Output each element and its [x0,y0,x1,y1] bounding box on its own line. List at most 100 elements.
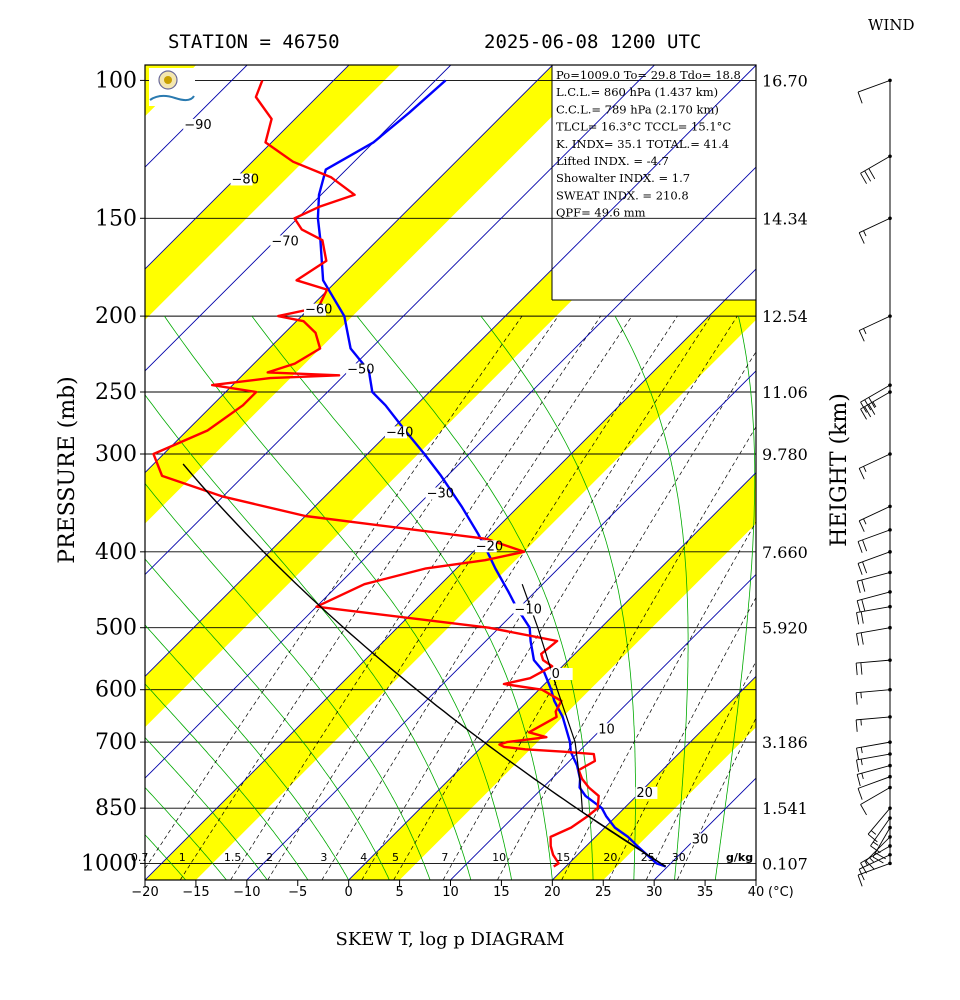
isotherm-bands [145,45,960,896]
pressure-tick-label: 850 [95,796,137,821]
mixing-ratio-label: 4 [360,851,367,864]
mixing-ratio-line [267,315,633,880]
wind-barb-half-feather [863,518,867,525]
index-line: SWEAT INDX. = 210.8 [556,188,689,202]
isotherm-line [145,65,146,66]
isotherm-label-background [474,540,497,553]
mixing-ratio-line [361,315,712,880]
height-tick-label: 14.34 [762,209,808,228]
pressure-tick-label: 1000 [81,851,137,876]
isotherm-label: 0 [552,667,560,682]
wind-barb-half-feather [861,773,864,780]
moist-adiabats [145,315,756,880]
index-line: Showalter INDX. = 1.7 [556,171,690,185]
index-line: K. INDX= 35.1 TOTAL.= 41.4 [556,137,729,151]
height-tick-label: 7.660 [762,543,808,562]
surface-dry-adiabat [182,463,667,868]
wind-profile [855,78,892,887]
wind-barb-feather [856,581,861,593]
wind-barb-feather [860,862,867,874]
height-tick-label: 11.06 [762,383,808,402]
wind-barb-feather [864,399,872,411]
logo-seal-center-icon [164,76,172,84]
wind-barb-staff [858,217,891,234]
wind-barb-staff [872,827,891,858]
isotherm-line [246,370,756,880]
isotherm-label: −60 [305,303,332,318]
wind-barb-feather [856,747,860,760]
wind-barb-half-feather [860,719,862,726]
wind-barb-feather [856,612,860,625]
height-tick-label: 3.186 [762,733,808,752]
wind-barb-feather [861,579,866,592]
wind-barb-feather [856,600,861,613]
isotherm-label: 20 [636,786,653,801]
pressure-tick-label: 100 [95,68,137,93]
wind-barb-half-feather [872,401,877,408]
temperature-band [145,65,604,524]
wind-barb-feather [860,173,867,184]
wind-barb-feather [857,91,863,104]
wind-barb-staff [857,776,891,789]
mixing-ratio-label: 2 [266,851,273,864]
wind-barb-staff [860,155,891,174]
wind-barb-feather [856,633,860,646]
isotherm-line [551,675,756,880]
wind-barb-staff [870,817,891,847]
x-tick-label: −10 [233,885,260,900]
mixing-ratio-label: 1 [179,851,186,864]
wind-barb-feather [858,468,865,480]
wind-barb-staff [856,606,891,614]
wind-barb-feather [860,804,867,816]
wind-label: WIND [868,16,915,34]
moist-adiabat-line [145,482,431,880]
x-tick-label: 35 [697,885,714,900]
isotherm-line [145,65,554,474]
stability-indices-box: Po=1009.0 To= 29.8 Tdo= 18.8 L.C.L.= 860 … [551,65,756,301]
wind-barb-feather [857,788,863,800]
moist-adiabat-line [145,736,268,880]
x-tick-label: −20 [131,885,158,900]
wind-barb-half-feather [863,230,867,237]
x-axis: −20 −15 −10 −5 0 5 10 15 20 25 30 35 40 [131,880,764,900]
isotherm-label: −30 [427,487,454,502]
x-tick-label: 30 [646,885,663,900]
station-label: STATION = 46750 [168,31,340,53]
wind-barb-staff [860,845,891,864]
isotherm-label: −10 [514,602,541,617]
moist-adiabat-line [614,315,689,880]
moist-adiabat-line [480,315,636,880]
height-axis-title: HEIGHT (km) [827,393,852,547]
isotherm-label: 30 [692,832,709,847]
wind-barb-staff [856,741,891,749]
wind-barb-half-feather [863,466,867,472]
isotherm-label: −70 [271,234,298,249]
pressure-tick-label: 700 [95,730,137,755]
mixing-ratio-label: 30 [672,851,686,864]
mixing-ratio-label: 10 [492,851,506,864]
wind-barb-feather [867,833,878,843]
mixing-ratio-label: 1.5 [224,851,242,864]
isotherm-label: −90 [184,118,211,133]
mixing-ratio-line [442,351,756,880]
index-line: Po=1009.0 To= 29.8 Tdo= 18.8 [556,68,741,82]
isotherm-line [145,166,756,779]
x-tick-label: 15 [493,885,510,900]
temperature-trace [316,79,667,868]
wind-barb-staff [860,391,891,410]
wind-barb-feather [865,860,875,870]
isotherm-label: −40 [386,425,413,440]
temperature-band [944,45,960,896]
moist-adiabat-line [145,834,187,880]
pressure-axis: 100 150 200 250 300 400 500 600 700 850 1000 [81,68,145,876]
index-line: C.C.L.= 789 hPa (2.170 km) [556,102,719,116]
isotherm-label: −80 [232,172,259,187]
pressure-tick-label: 600 [95,678,137,703]
wind-barb-half-feather [860,747,863,754]
logo-wave-icon [149,94,195,102]
height-tick-label: 9.780 [762,445,808,464]
height-tick-label: 5.920 [762,619,808,638]
isotherm-label-background [183,118,206,131]
isotherm-label-background [346,363,369,376]
wind-barb-feather [860,662,863,675]
